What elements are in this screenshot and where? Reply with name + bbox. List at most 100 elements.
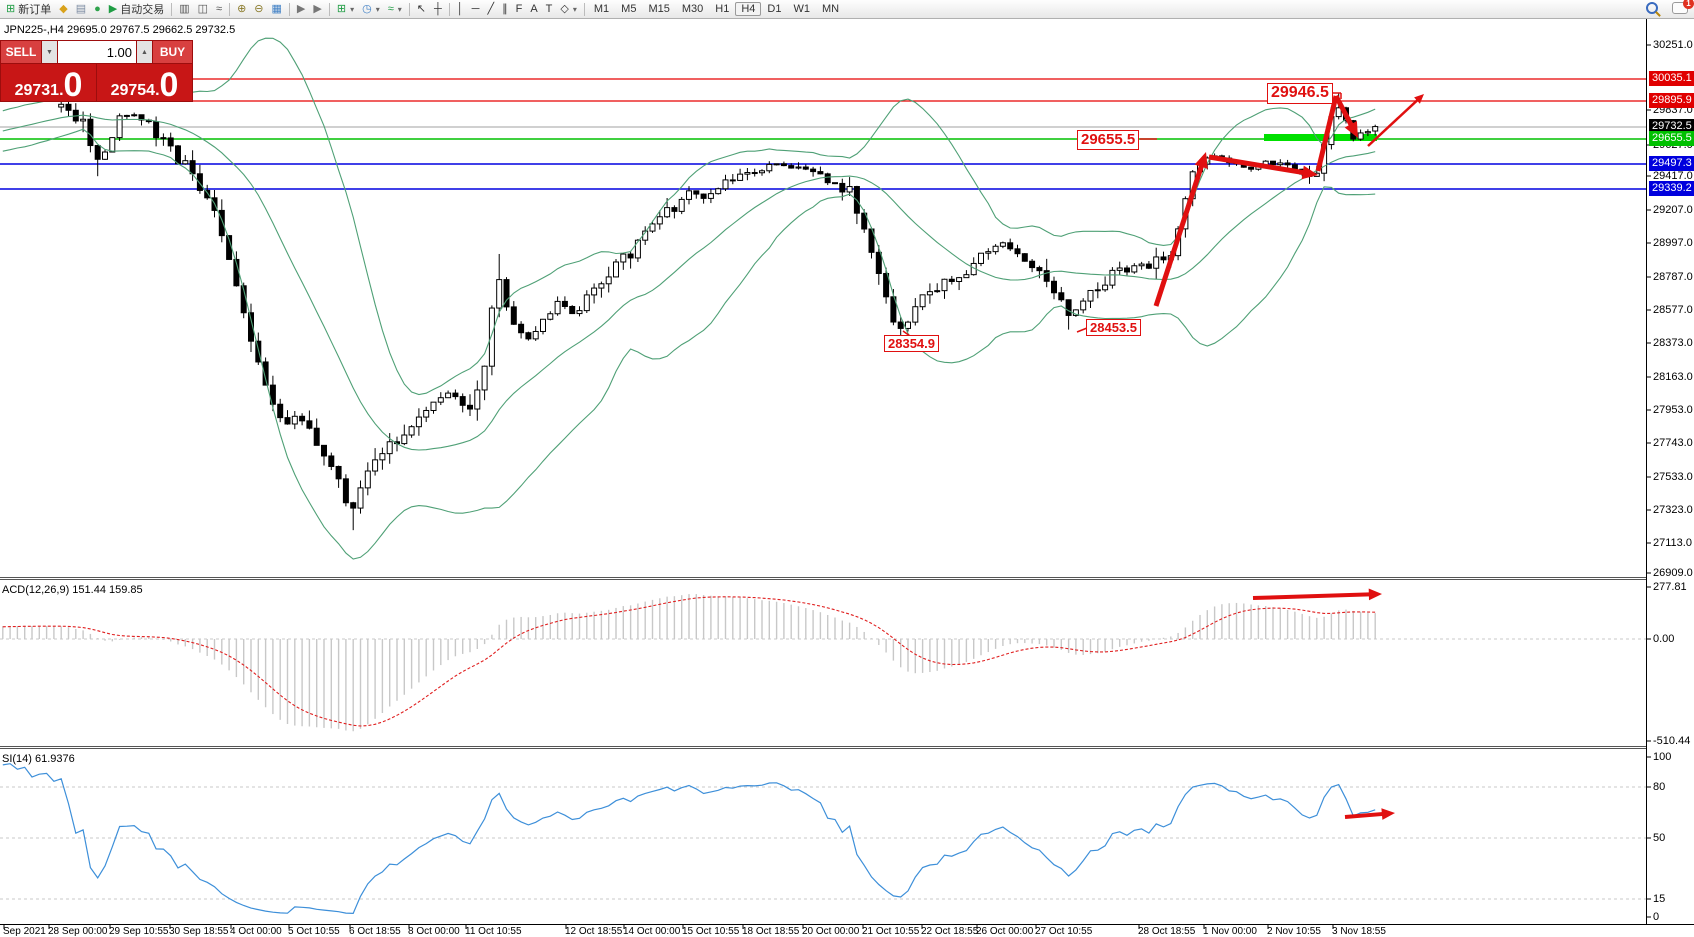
time-axis-label: 29 Sep 10:55 xyxy=(109,926,169,937)
indicators-icon-dropdown[interactable]: ▾ xyxy=(350,4,355,14)
order-row: SELL ▼ ▲ BUY xyxy=(1,41,192,63)
time-axis-label: 11 Oct 10:55 xyxy=(465,926,522,937)
price-tick-label: 30251.0 xyxy=(1653,39,1693,51)
horizontal-line-icon[interactable]: ─ xyxy=(468,1,484,17)
channel-icon[interactable]: ∥ xyxy=(498,1,512,17)
time-axis-label: 8 Oct 00:00 xyxy=(408,926,460,937)
zoom-in-icon[interactable]: ⊕ xyxy=(233,1,250,17)
line-chart-icon-glyph: ≈ xyxy=(216,3,223,15)
price-tick-label: 29417.0 xyxy=(1653,170,1693,182)
macd-indicator-label: ACD(12,26,9) 151.44 159.85 xyxy=(2,584,143,596)
bar-chart-icon-glyph: ▥ xyxy=(179,3,190,15)
time-axis-label: 2 Nov 10:55 xyxy=(1267,926,1321,937)
periods-icon-dropdown[interactable]: ▾ xyxy=(375,4,380,14)
cursor-icon-glyph: ↖ xyxy=(416,3,426,15)
auto-scroll-icon-glyph: ▶ xyxy=(296,3,306,15)
chart-shift-icon-glyph: ▶ xyxy=(313,3,322,15)
market-watch-icon[interactable]: ◆ xyxy=(55,1,71,17)
periods-icon[interactable]: ◷ ▾ xyxy=(358,1,384,17)
navigator-icon-glyph: ● xyxy=(94,3,101,15)
time-axis-label: 30 Sep 18:55 xyxy=(169,926,229,937)
templates-icon-dropdown[interactable]: ▾ xyxy=(397,4,402,14)
notification-badge: 1 xyxy=(1683,0,1694,9)
autotrading-button-label: 自动交易 xyxy=(120,4,165,16)
volume-input[interactable] xyxy=(58,41,136,63)
time-axis-label: 20 Oct 00:00 xyxy=(802,926,860,937)
timeframe-w1[interactable]: W1 xyxy=(793,3,810,15)
navigator-icon[interactable]: ● xyxy=(90,1,105,17)
volume-increase-button[interactable]: ▲ xyxy=(137,41,152,63)
arrows-icon[interactable]: ◇ ▾ xyxy=(556,1,580,17)
toolbar-separator xyxy=(171,2,173,16)
tile-windows-icon[interactable]: ▦ xyxy=(268,1,286,17)
timeframe-mn[interactable]: MN xyxy=(821,3,840,15)
timeframe-h1[interactable]: H1 xyxy=(715,3,730,15)
buy-price-main: 29754 xyxy=(110,82,156,99)
bollinger-bands xyxy=(2,37,1376,560)
fibonacci-icon[interactable]: F xyxy=(512,1,527,17)
toolbar-separator xyxy=(328,2,330,16)
text-label-icon[interactable]: T xyxy=(542,1,557,17)
toolbar-buttons: ⊞ 新订单 ◆ ▤ ● ▶ 自动交易 ▥ ◫ ≈ ⊕ ⊖ ▦ ▶ ▶ ⊞ ▾ ◷ ▾ ≈ ▾ ↖ ┼ │ ─ ╱ ∥ F A T ◇ ▾ xyxy=(2,1,588,17)
chart-shift-icon[interactable]: ▶ xyxy=(309,1,325,17)
timeframe-d1[interactable]: D1 xyxy=(767,3,782,15)
sell-button[interactable]: SELL xyxy=(1,41,41,63)
buy-price[interactable]: 29754. 0 xyxy=(97,64,192,102)
volume-decrease-button[interactable]: ▼ xyxy=(42,41,57,63)
data-window-icon[interactable]: ▤ xyxy=(72,1,90,17)
time-axis-label: 22 Oct 18:55 xyxy=(921,926,979,937)
templates-icon[interactable]: ≈ ▾ xyxy=(384,1,406,17)
price-annotation-label[interactable]: 29946.5 xyxy=(1267,83,1333,104)
line-chart-icon[interactable]: ≈ xyxy=(212,1,226,17)
candlesticks xyxy=(58,92,1379,531)
price-level-badge: 29655.5 xyxy=(1649,131,1694,146)
crosshair-icon[interactable]: ┼ xyxy=(430,1,446,17)
timeframe-h4[interactable]: H4 xyxy=(735,2,762,16)
candlestick-chart-icon[interactable]: ◫ xyxy=(194,1,212,17)
zoom-out-icon[interactable]: ⊖ xyxy=(250,1,267,17)
price-level-badge: 29497.3 xyxy=(1649,156,1694,171)
zoom-in-icon-glyph: ⊕ xyxy=(237,3,247,15)
price-annotation-label[interactable]: 29655.5 xyxy=(1077,130,1140,150)
price-annotation-label[interactable]: 28354.9 xyxy=(884,335,939,353)
price-tick-label: 27113.0 xyxy=(1653,537,1692,549)
new-order-glyph: ⊞ xyxy=(6,3,16,15)
vertical-line-icon[interactable]: │ xyxy=(453,1,468,17)
time-axis-label: 6 Oct 18:55 xyxy=(349,926,401,937)
trendline-icon[interactable]: ╱ xyxy=(483,1,498,17)
cursor-icon[interactable]: ↖ xyxy=(413,1,430,17)
time-axis-label: 5 Oct 10:55 xyxy=(288,926,340,937)
macd-tick-label: 277.81 xyxy=(1653,581,1687,593)
tile-windows-icon-glyph: ▦ xyxy=(271,3,282,15)
macd-tick-label: -510.44 xyxy=(1653,735,1691,747)
price-tick-label: 27953.0 xyxy=(1653,404,1693,416)
chat-icon[interactable]: 1 xyxy=(1672,0,1694,14)
autotrading-button[interactable]: ▶ 自动交易 xyxy=(105,1,168,17)
support-zone-bar xyxy=(1264,134,1377,141)
text-icon-glyph: A xyxy=(530,3,538,15)
autotrading-glyph: ▶ xyxy=(108,3,118,15)
arrows-icon-dropdown[interactable]: ▾ xyxy=(572,4,577,14)
price-row: 29731. 0 29754. 0 xyxy=(1,64,192,102)
search-icon[interactable] xyxy=(1646,2,1658,14)
candlestick-chart-icon-glyph: ◫ xyxy=(197,3,209,15)
bar-chart-icon[interactable]: ▥ xyxy=(175,1,193,17)
auto-scroll-icon[interactable]: ▶ xyxy=(293,1,309,17)
new-order-button[interactable]: ⊞ 新订单 xyxy=(2,1,55,17)
timeframe-m5[interactable]: M5 xyxy=(621,3,637,15)
one-click-trading-panel: SELL ▼ ▲ BUY 29731.0 29754.0 xyxy=(0,40,193,102)
text-icon[interactable]: A xyxy=(526,1,541,17)
timeframe-m30[interactable]: M30 xyxy=(681,3,704,15)
indicators-icon[interactable]: ⊞ ▾ xyxy=(333,1,358,17)
sell-price-main: 29731 xyxy=(14,82,60,99)
toolbar-separator xyxy=(288,2,290,16)
time-axis-label: 1 Nov 00:00 xyxy=(1203,926,1257,937)
price-tick-label: 27743.0 xyxy=(1653,437,1693,449)
price-level-badge: 29895.9 xyxy=(1649,93,1694,108)
timeframe-m15[interactable]: M15 xyxy=(648,3,670,15)
timeframe-m1[interactable]: M1 xyxy=(593,3,610,15)
buy-button[interactable]: BUY xyxy=(153,41,192,63)
price-annotation-label[interactable]: 28453.5 xyxy=(1086,319,1141,337)
sell-price[interactable]: 29731. 0 xyxy=(1,64,96,102)
